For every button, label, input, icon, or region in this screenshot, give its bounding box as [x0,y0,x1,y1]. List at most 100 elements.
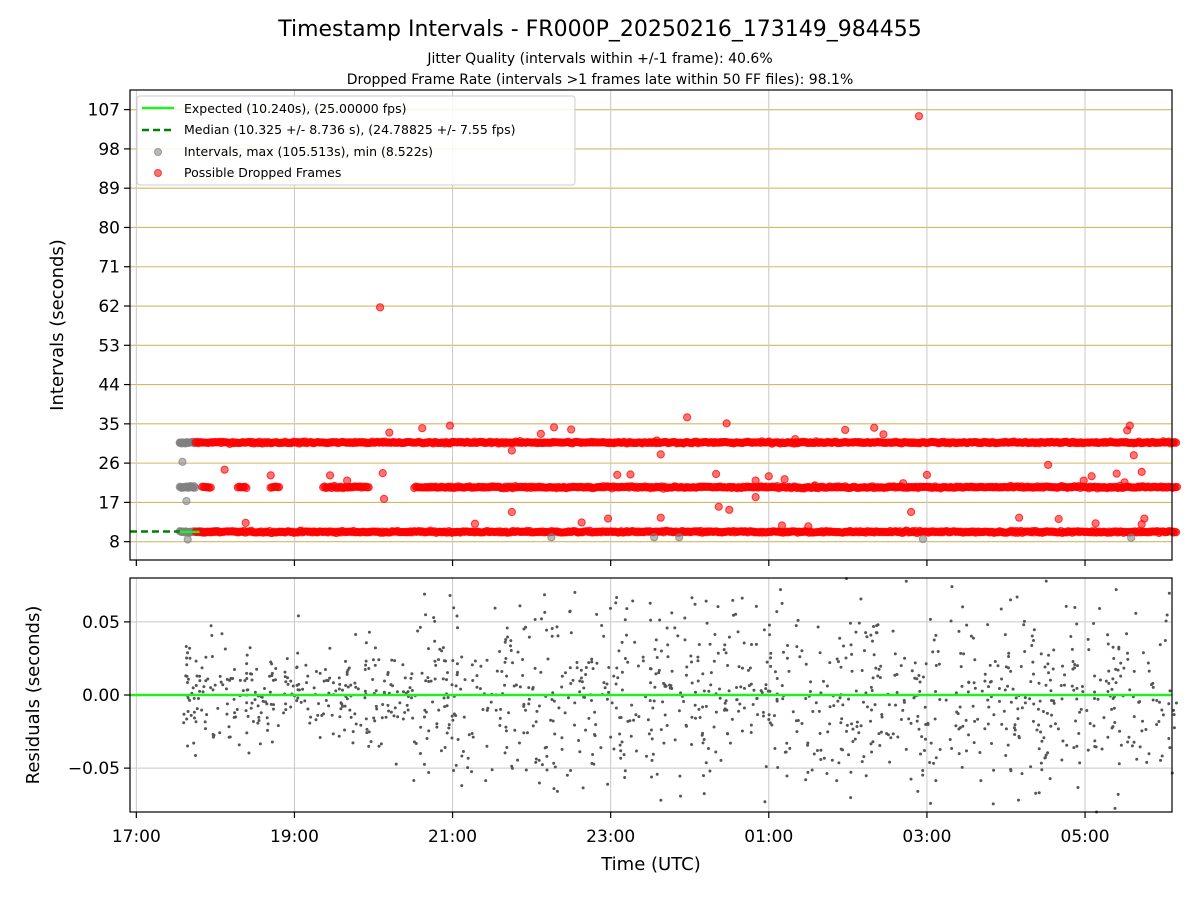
residual-point [767,713,771,717]
residual-point [507,711,511,715]
intervals-y-tick-label: 107 [88,101,120,121]
residual-point [666,643,670,647]
residual-point [518,685,522,689]
residual-point [752,688,756,692]
residual-point [403,710,407,714]
residual-point [934,633,938,637]
residual-point [864,774,868,778]
residual-point [380,716,384,720]
residual-point [860,668,864,672]
residual-point [716,605,720,609]
residual-point [723,701,727,705]
residual-point [673,738,677,742]
residual-point [1141,651,1145,655]
residual-point [566,696,570,700]
residual-point [973,658,977,662]
legend-median-label: Median (10.325 +/- 8.736 s), (24.78825 +… [184,122,515,137]
residual-point [740,666,744,670]
residual-point [284,702,288,706]
residual-point [840,717,844,721]
residual-point [256,721,260,725]
residual-point [579,668,583,672]
residual-point [855,720,859,724]
residual-point [1076,664,1080,668]
residual-point [1034,791,1038,795]
residual-point [1134,611,1138,615]
residual-point [1040,768,1044,772]
residual-point [198,674,202,678]
legend-expected-label: Expected (10.240s), (25.00000 fps) [184,101,406,116]
residual-point [441,677,445,681]
residual-point [389,710,393,714]
residual-point [734,612,738,616]
residual-point [545,754,549,758]
residual-point [552,699,556,703]
residual-point [727,635,731,639]
residual-point [351,730,355,734]
residual-point [578,690,582,694]
residual-point [1060,758,1064,762]
residual-point [987,705,991,709]
residual-point [1128,688,1132,692]
residual-point [201,690,205,694]
residual-point [979,779,983,783]
residual-point [248,646,252,650]
residual-point [763,800,767,804]
residual-point [1023,696,1027,700]
residual-point [891,732,895,736]
residual-point [543,610,547,614]
residual-point [220,632,224,636]
residual-point [662,741,666,745]
residual-point [609,735,613,739]
residual-point [512,684,516,688]
residual-point [565,773,569,777]
residual-point [749,682,753,686]
residual-point [456,670,460,674]
residual-point [591,753,595,757]
residual-point [1111,696,1115,700]
residual-point [1031,660,1035,664]
residual-point [301,687,305,691]
residual-point [723,643,727,647]
residual-point [694,716,698,720]
residual-point [1073,662,1077,666]
residual-point [1114,667,1118,671]
residual-point [223,647,227,651]
residual-point [740,596,744,600]
residual-point [182,712,186,716]
residual-point [531,724,535,728]
interval-point [1172,528,1181,537]
residual-point [776,765,780,769]
residual-point [257,719,261,723]
residual-point [923,705,927,709]
residual-point [847,753,851,757]
dropped-frame-point [764,472,773,481]
residual-point [1000,722,1004,726]
residual-point [255,667,259,671]
residual-point [1075,697,1079,701]
residual-point [410,672,414,676]
residual-point [1038,699,1042,703]
residual-point [850,722,854,726]
residual-point [742,641,746,645]
residual-point [456,626,460,630]
residual-point [767,717,771,721]
residual-point [345,670,349,674]
residual-point [1092,724,1096,728]
residual-point [812,752,816,756]
residual-point [1037,747,1041,751]
residual-point [1073,605,1077,609]
residual-point [454,763,458,767]
residual-point [549,718,553,722]
residual-point [956,712,960,716]
residual-point [876,674,880,678]
residual-point [989,680,993,684]
legend: Expected (10.240s), (25.00000 fps) Media… [136,95,576,186]
residual-point [1132,740,1136,744]
residual-point [295,699,299,703]
residual-point [742,686,746,690]
residual-point [626,660,630,664]
residual-point [1130,744,1134,748]
residual-point [424,679,428,683]
residual-point [751,702,755,706]
